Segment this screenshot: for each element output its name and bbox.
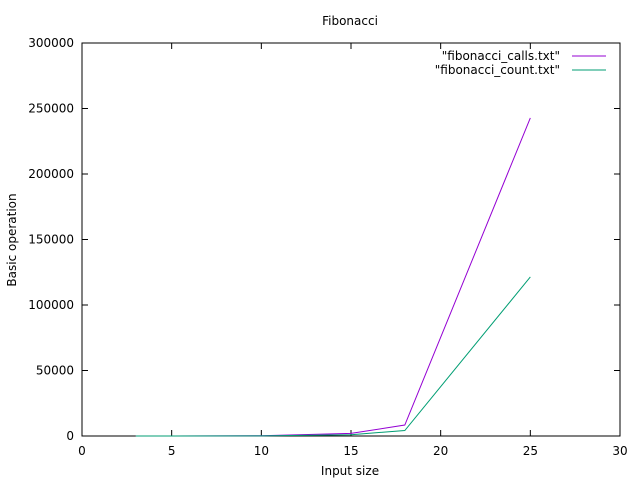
y-tick-label: 100000 [28, 298, 74, 312]
y-tick-label: 150000 [28, 233, 74, 247]
y-axis-label: Basic operation [5, 193, 19, 286]
series-lines [135, 117, 531, 437]
x-tick-label: 20 [433, 444, 448, 458]
legend: "fibonacci_calls.txt""fibonacci_count.tx… [435, 49, 606, 77]
x-axis: 0 5 10 15 20 25 30 [78, 43, 628, 458]
x-tick-label: 25 [523, 444, 538, 458]
series-line-0 [135, 117, 531, 437]
y-tick-label: 50000 [36, 364, 74, 378]
x-tick-label: 10 [254, 444, 269, 458]
y-axis: 0 50000 100000 150000 200000 250000 300000 [28, 36, 620, 443]
y-tick-label: 250000 [28, 102, 74, 116]
y-tick-label: 200000 [28, 167, 74, 181]
x-tick-label: 30 [612, 444, 627, 458]
x-axis-label: Input size [321, 464, 379, 478]
x-tick-label: 0 [78, 444, 86, 458]
x-tick-label: 5 [168, 444, 176, 458]
x-tick-label: 15 [343, 444, 358, 458]
legend-label: "fibonacci_count.txt" [435, 63, 560, 77]
series-line-1 [135, 276, 531, 437]
y-tick-label: 300000 [28, 36, 74, 50]
chart-title: Fibonacci [322, 14, 378, 28]
legend-label: "fibonacci_calls.txt" [442, 49, 560, 63]
y-tick-label: 0 [66, 429, 74, 443]
plot-area-border [81, 42, 621, 437]
